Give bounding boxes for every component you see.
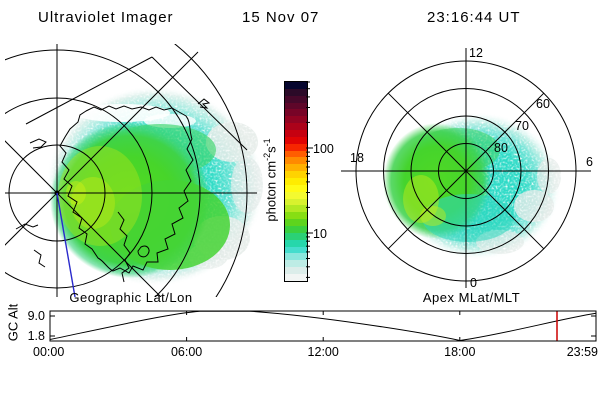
colorbar-swatch (285, 198, 307, 206)
left-panel-caption: Geographic Lat/Lon (69, 290, 193, 305)
colorbar-swatch (285, 171, 307, 179)
mlat-label-60: 60 (536, 97, 550, 111)
coastline (15, 98, 211, 283)
meridian-line (56, 192, 76, 297)
colorbar-swatch (285, 267, 307, 275)
colorbar-tick-100: 100 (313, 142, 334, 156)
apex-image-panel: 12 18 6 0 60 70 80 (341, 46, 593, 290)
status-col-gcalt: GC Alt:7.4 Re Seq:39 (318, 363, 399, 400)
island-mark (197, 98, 211, 109)
mlat-label-70: 70 (515, 119, 529, 133)
mlat-mlt-grid (341, 48, 591, 288)
colorbar-swatch (285, 232, 307, 240)
alt-plot-frame (49, 310, 597, 342)
colorbar-swatch (285, 157, 307, 165)
status-col-mode: Mode:Normal Dsp: -0.4 (215, 363, 295, 400)
alt-ytick-9: 9.0 (28, 309, 45, 323)
colorbar-swatch (285, 184, 307, 192)
colorbar-swatch (285, 102, 307, 110)
colorbar-swatch (285, 130, 307, 137)
xtick-0000: 00:00 (33, 345, 64, 359)
status-col-door: Door:Open Gain:14 (110, 363, 176, 400)
mlt-label-12: 12 (469, 46, 483, 60)
right-panel-caption: Apex MLat/MLT (422, 290, 521, 305)
alt-ytick-1.8: 1.8 (28, 329, 45, 343)
colorbar-swatch (285, 205, 307, 213)
colorbar-swatch (285, 88, 307, 96)
colorbar-swatch (285, 82, 307, 89)
colorbar-ticks (306, 81, 313, 278)
mlt-label-18: 18 (350, 151, 364, 165)
xtick-2359: 23:59 (567, 345, 598, 359)
colorbar-swatch (285, 178, 307, 185)
geographic-image-panel (5, 44, 264, 297)
colorbar-swatch (285, 239, 307, 247)
mlt-label-6: 6 (586, 155, 593, 169)
colorbar-swatch (285, 191, 307, 199)
colorbar-swatch (285, 116, 307, 124)
colorbar-swatch (285, 212, 307, 220)
aurora-image-right (383, 112, 561, 260)
colorbar-swatch (285, 260, 307, 268)
mlat-label-80: 80 (494, 141, 508, 155)
colorbar-swatch (285, 95, 307, 103)
aurora-image-left (46, 86, 264, 286)
xtick-1200: 12:00 (308, 345, 339, 359)
status-col-glat: GLat:-71.0 GLon: 89.2 (428, 363, 495, 400)
xtick-1800: 18:00 (444, 345, 475, 359)
page-title: Ultraviolet Imager (38, 9, 174, 26)
xtick-0600: 06:00 (171, 345, 202, 359)
status-col-flt: Flt:LBHL IP:36.0 (8, 363, 62, 400)
colorbar-swatch (285, 164, 307, 172)
alt-plot-ticks (50, 311, 596, 341)
colorbar-tick-10: 10 (313, 227, 327, 241)
colorbar-swatch (285, 150, 307, 158)
gc-alt-plot: 9.0 1.8 00:00 06:00 12:00 18:00 23:59 (28, 309, 598, 359)
altitude-curve (49, 310, 597, 342)
colorbar-swatch (285, 143, 307, 151)
date-label: 15 Nov 07 (242, 9, 320, 26)
colorbar-swatch (285, 219, 307, 227)
colorbar-swatches (284, 81, 308, 282)
mlt-label-0: 0 (470, 276, 477, 290)
colorbar-swatch (285, 123, 307, 131)
time-label: 23:16:44 UT (427, 9, 521, 26)
colorbar-swatch (285, 109, 307, 117)
colorbar-swatch (285, 136, 307, 144)
colorbar-swatch (285, 274, 307, 281)
alt-plot-ylabel: GC Alt (5, 303, 21, 342)
colorbar-swatch (285, 253, 307, 261)
colorbar-unit-label: photon cm-2s-1 (262, 138, 279, 222)
colorbar-swatch (285, 246, 307, 254)
colorbar-swatch (285, 226, 307, 233)
